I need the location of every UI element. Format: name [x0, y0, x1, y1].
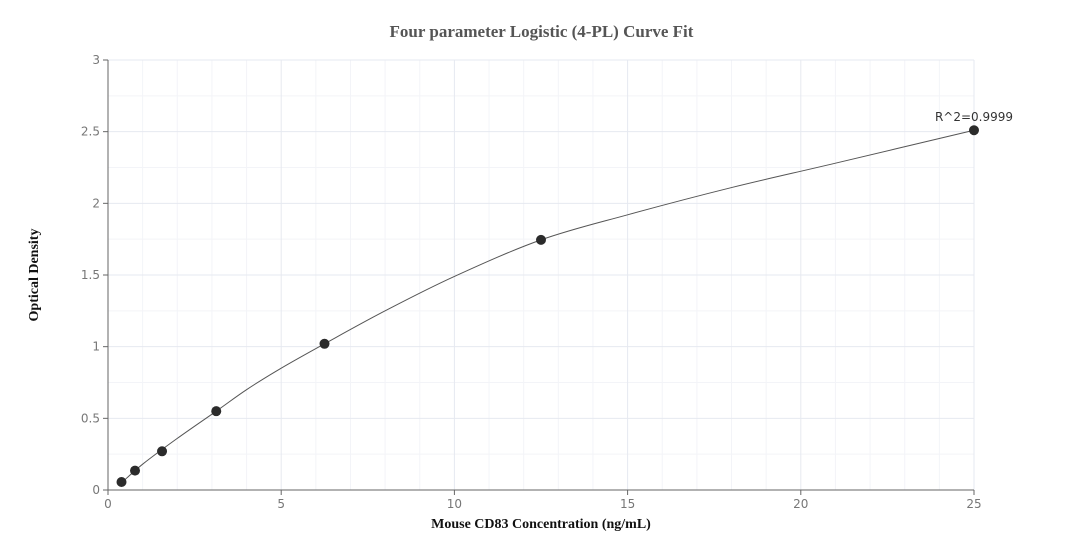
- y-tick-label: 1: [92, 340, 100, 354]
- data-point: [157, 446, 168, 457]
- data-point: [536, 234, 546, 245]
- data-point: [969, 125, 979, 136]
- data-point: [116, 476, 127, 487]
- y-tick-label: 0.5: [81, 411, 100, 425]
- data-point: [211, 406, 222, 417]
- data-points: [116, 125, 979, 487]
- major-gridlines: [108, 59, 975, 490]
- y-tick-label: 3: [92, 53, 100, 67]
- x-tick-label: 15: [620, 497, 635, 511]
- data-point: [130, 465, 141, 476]
- x-tick-label: 20: [793, 497, 808, 511]
- chart-title: Four parameter Logistic (4-PL) Curve Fit: [389, 22, 694, 41]
- x-tick-label: 10: [447, 497, 462, 511]
- x-tick-label: 5: [277, 497, 285, 511]
- r-squared-annotation: R^2=0.9999: [935, 110, 1013, 124]
- x-tick-label: 25: [966, 497, 981, 511]
- y-tick-label: 0: [92, 483, 100, 497]
- data-point: [319, 338, 330, 349]
- tick-labels: 0 5 10 15 20 25 0 0.5 1 1.5 2 2.5 3: [81, 53, 982, 511]
- fit-curve: [121, 129, 975, 484]
- y-tick-label: 2: [92, 196, 100, 210]
- y-tick-label: 1.5: [81, 268, 100, 282]
- x-tick-label: 0: [104, 497, 112, 511]
- x-axis-label: Mouse CD83 Concentration (ng/mL): [431, 517, 651, 532]
- y-tick-label: 2.5: [81, 125, 100, 139]
- axes: [103, 59, 975, 495]
